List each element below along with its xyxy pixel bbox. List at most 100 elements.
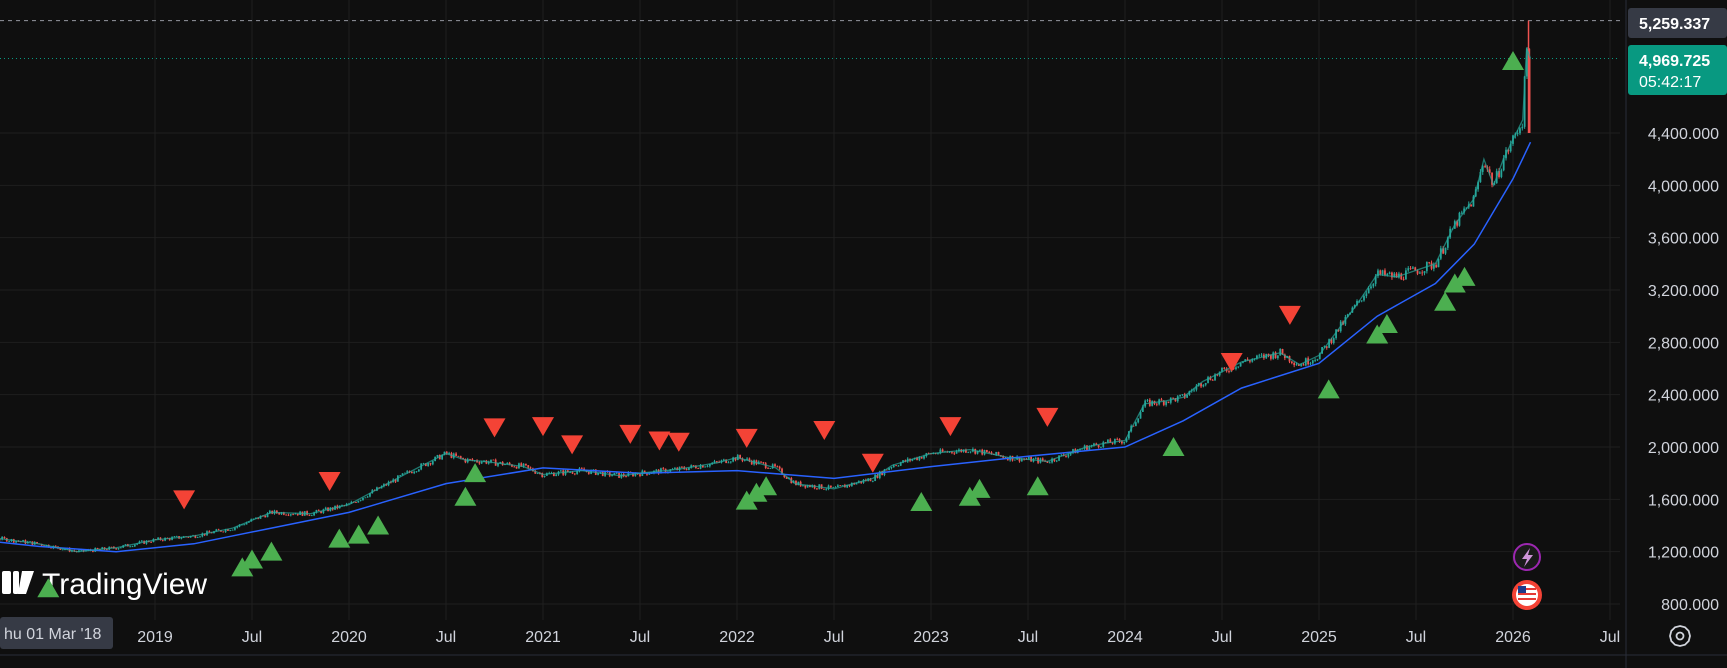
- candle-body: [417, 469, 420, 472]
- candle-body: [515, 466, 518, 469]
- lightning-icon[interactable]: [1513, 543, 1541, 571]
- candle-body: [1498, 170, 1500, 177]
- candle-body: [890, 467, 893, 469]
- buy-signal-marker: [1453, 266, 1476, 286]
- candle-body: [187, 536, 190, 538]
- gear-icon[interactable]: [1669, 625, 1691, 647]
- candle-body: [459, 456, 462, 459]
- candle-body: [1388, 272, 1391, 274]
- candle-body: [576, 471, 579, 475]
- buy-signal-marker: [241, 549, 263, 569]
- candle-body: [613, 472, 616, 476]
- x-tick-label: Jul: [1600, 629, 1620, 646]
- candle-body: [1, 536, 4, 540]
- candle-body: [369, 493, 371, 497]
- time-scale[interactable]: 2019 Jul 2020 Jul 2021 Jul 2022 Jul 2023 Jul 2024 J…: [137, 629, 1620, 646]
- candle-body: [1528, 58, 1531, 133]
- candle-body: [1311, 360, 1314, 364]
- candle-body: [492, 459, 495, 461]
- y-tick-label: 4,400.000: [1648, 126, 1719, 143]
- candle-body: [157, 537, 160, 540]
- candle-body: [1111, 442, 1114, 444]
- candle-body: [266, 513, 269, 518]
- candle-body: [82, 549, 85, 552]
- sell-signal-marker: [735, 428, 758, 448]
- candle-body: [129, 546, 132, 548]
- candle-body: [899, 462, 902, 466]
- candle-body: [580, 468, 583, 470]
- candle-body: [615, 472, 618, 474]
- candle-body: [36, 541, 38, 544]
- candle-body: [54, 545, 57, 547]
- candle-body: [1202, 384, 1205, 387]
- buy-markers: [37, 51, 1524, 598]
- candle-body: [1116, 438, 1119, 440]
- candle-body: [832, 487, 835, 488]
- candle-body: [1300, 364, 1303, 366]
- candle-body: [1377, 270, 1379, 277]
- candle-body: [1374, 276, 1377, 284]
- candle-body: [1239, 362, 1242, 367]
- candle-body: [874, 474, 877, 481]
- candle-body: [429, 463, 432, 465]
- candle-body: [1456, 221, 1459, 226]
- candle-body: [918, 456, 921, 460]
- candle-body: [955, 451, 958, 454]
- candle-body: [1332, 338, 1335, 344]
- candle-body: [508, 462, 511, 465]
- candle-body: [1125, 438, 1128, 442]
- candle-body: [175, 536, 178, 537]
- candle-body: [806, 485, 809, 488]
- buy-signal-marker: [1366, 324, 1389, 344]
- candle-body: [939, 449, 942, 454]
- candle-body: [888, 468, 890, 471]
- candle-body: [1479, 171, 1482, 183]
- reference-lines: [0, 20, 1620, 59]
- candle-body: [443, 451, 446, 456]
- candle-body: [1118, 439, 1121, 442]
- candle-body: [1381, 270, 1384, 275]
- candle-body: [410, 472, 413, 474]
- candle-body: [362, 497, 364, 500]
- price-scale[interactable]: 800.000 1,200.000 1,600.000 2,000.000 2,400.…: [1648, 126, 1719, 614]
- candle-body: [201, 533, 204, 537]
- candle-body: [231, 529, 234, 531]
- buy-signal-marker: [1434, 291, 1457, 311]
- x-tick-label: Jul: [242, 629, 262, 646]
- candle-body: [278, 513, 281, 515]
- candle-body: [1386, 273, 1389, 276]
- candle-body: [834, 487, 837, 488]
- buy-signal-marker: [1162, 437, 1185, 456]
- candle-body: [1335, 329, 1337, 339]
- us-flag-icon[interactable]: [1512, 580, 1542, 610]
- buy-signal-marker: [1502, 51, 1524, 71]
- buy-signal-marker: [37, 578, 60, 598]
- candle-body: [687, 467, 690, 471]
- watermark-text: TradingView: [42, 568, 207, 601]
- candle-body: [1146, 399, 1149, 401]
- candle-body: [725, 459, 728, 463]
- candle-body: [287, 514, 290, 516]
- buy-signal-marker: [968, 478, 991, 498]
- candle-body: [643, 470, 646, 473]
- candle-body: [1193, 389, 1195, 391]
- candle-body: [1314, 360, 1317, 361]
- candle-body: [364, 497, 367, 499]
- x-tick-label: 2025: [1301, 629, 1337, 646]
- candle-body: [3, 536, 6, 539]
- candle-body: [445, 451, 448, 454]
- candle-body: [897, 465, 900, 467]
- candle-body: [746, 458, 748, 460]
- x-tick-label: Jul: [1212, 629, 1232, 646]
- sell-signal-marker: [1278, 305, 1301, 325]
- sell-signal-marker: [1220, 352, 1243, 372]
- candle-body: [639, 474, 641, 476]
- x-tick-label: 2026: [1495, 629, 1531, 646]
- candle-body: [1093, 443, 1095, 446]
- candle-body: [1405, 270, 1407, 280]
- candle-body: [490, 459, 492, 463]
- candle-body: [795, 480, 797, 486]
- candle-body: [692, 465, 695, 467]
- candle-body: [1407, 268, 1410, 271]
